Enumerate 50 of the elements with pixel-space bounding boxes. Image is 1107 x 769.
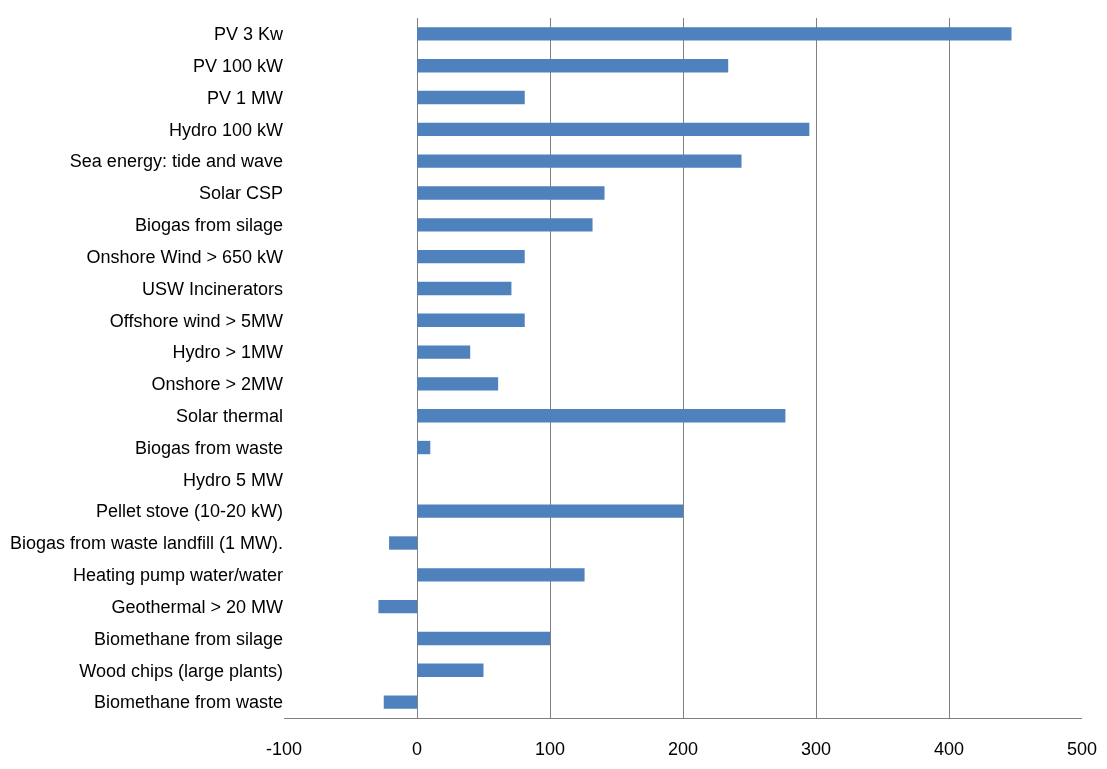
y-tick-label: Biomethane from silage [93,628,283,649]
bar [417,409,786,423]
y-tick-label: Heating pump water/water [72,565,283,586]
bar [417,440,431,455]
x-tick-label: 100 [534,738,566,759]
x-tick-label: 300 [800,738,832,759]
bar [417,249,525,264]
y-tick-label: Onshore > 2MW [151,374,284,395]
y-tick-label: Biomethane from waste [93,692,283,713]
bar [417,122,810,137]
bar [417,154,742,168]
bar [417,663,484,677]
bar [417,313,525,327]
y-tick-label: Biogas from waste landfill (1 MW). [9,533,283,554]
y-tick-label: PV 1 MW [206,87,283,108]
bar [417,568,585,582]
y-tick-label: PV 100 kW [192,56,283,77]
bar [417,504,683,518]
bar [417,27,1012,41]
bar [417,218,593,232]
x-tick-label: 0 [411,738,423,759]
y-tick-label: Biogas from waste [134,437,283,458]
y-tick-label: Pellet stove (10-20 kW) [95,501,283,522]
bar [417,90,525,105]
bar [378,599,417,614]
bar [383,695,417,709]
bar [417,59,729,73]
y-tick-label: PV 3 Kw [213,24,284,45]
y-tick-label: Sea energy: tide and wave [69,151,283,172]
bar [389,536,417,550]
y-tick-label: Solar CSP [198,183,283,204]
y-tick-label: Hydro 5 MW [182,469,284,490]
y-tick-label: Offshore wind > 5MW [109,310,284,331]
bar [417,186,605,200]
y-tick-label: Geothermal > 20 MW [111,596,284,617]
x-tick-label: -100 [265,738,303,759]
bar [417,631,550,646]
x-tick-label: 400 [933,738,965,759]
y-tick-label: Solar thermal [175,406,283,427]
x-tick-label: 200 [667,738,699,759]
y-tick-label: Onshore Wind > 650 kW [86,246,283,267]
bar [417,281,512,296]
y-tick-label: Hydro 100 kW [168,119,283,140]
y-tick-label: USW Incinerators [141,278,283,299]
y-tick-label: Wood chips (large plants) [79,660,283,681]
x-tick-label: 500 [1066,738,1098,759]
y-tick-label: Biogas from silage [134,215,283,236]
bar [417,377,499,391]
y-tick-label: Hydro > 1MW [172,342,283,363]
bar [417,345,471,359]
